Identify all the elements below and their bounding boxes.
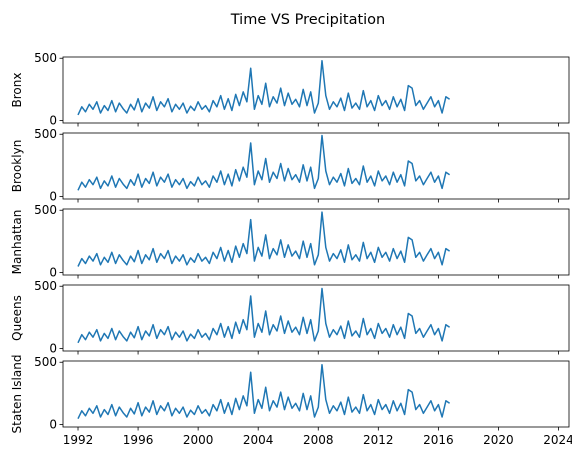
x-tick-label: 2008 [303, 433, 334, 447]
x-tick-label: 2000 [183, 433, 214, 447]
axes-frame [62, 284, 570, 352]
subplot-brooklyn: 0 500 Brooklyn [10, 127, 570, 204]
y-tick-label: 500 [34, 355, 57, 369]
axes-frame [62, 56, 570, 124]
figure-title: Time VS Precipitation [230, 12, 385, 28]
axes-frame [62, 360, 570, 428]
subplots: 0500Bronx0500Brooklyn0500Manhattan0500Qu… [10, 51, 572, 447]
y-tick-label: 500 [34, 127, 57, 141]
series-line [77, 134, 451, 191]
y-tick-label: 0 [49, 342, 57, 356]
y-tick-label: 0 [49, 190, 57, 204]
series-line [77, 363, 451, 420]
y-tick-label: 0 [49, 266, 57, 280]
series-line [77, 211, 451, 267]
y-axis-label: Manhattan [10, 210, 24, 275]
subplot-queens: 0 500 Queens [10, 279, 570, 356]
x-tick-label: 2024 [543, 433, 572, 447]
subplot-bronx: 0 500 Bronx [10, 51, 570, 128]
y-axis-label: Queens [10, 295, 24, 341]
x-tick-label: 2016 [423, 433, 454, 447]
axes-frame [62, 208, 570, 276]
y-tick-label: 0 [49, 418, 57, 432]
series-line [77, 59, 451, 116]
x-tick-label: 1996 [123, 433, 154, 447]
y-tick-label: 500 [34, 203, 57, 217]
subplot-manhattan: 0 500 Manhattan [10, 203, 570, 280]
y-axis-label: Bronx [10, 73, 24, 108]
subplot-staten-island: 0 500 1992 1996 2000 2004 2008 2012 2016 2020 2024… [10, 355, 572, 447]
x-tick-label: 2004 [243, 433, 274, 447]
series-line [77, 287, 451, 344]
x-tick-label: 2020 [483, 433, 514, 447]
y-tick-label: 500 [34, 279, 57, 293]
axes-frame [62, 132, 570, 200]
y-axis-label: Brooklyn [10, 140, 24, 193]
y-tick-label: 500 [34, 51, 57, 65]
y-tick-label: 0 [49, 114, 57, 128]
x-tick-label: 2012 [363, 433, 394, 447]
x-tick-label: 1992 [63, 433, 94, 447]
y-axis-label: Staten Island [10, 355, 24, 434]
